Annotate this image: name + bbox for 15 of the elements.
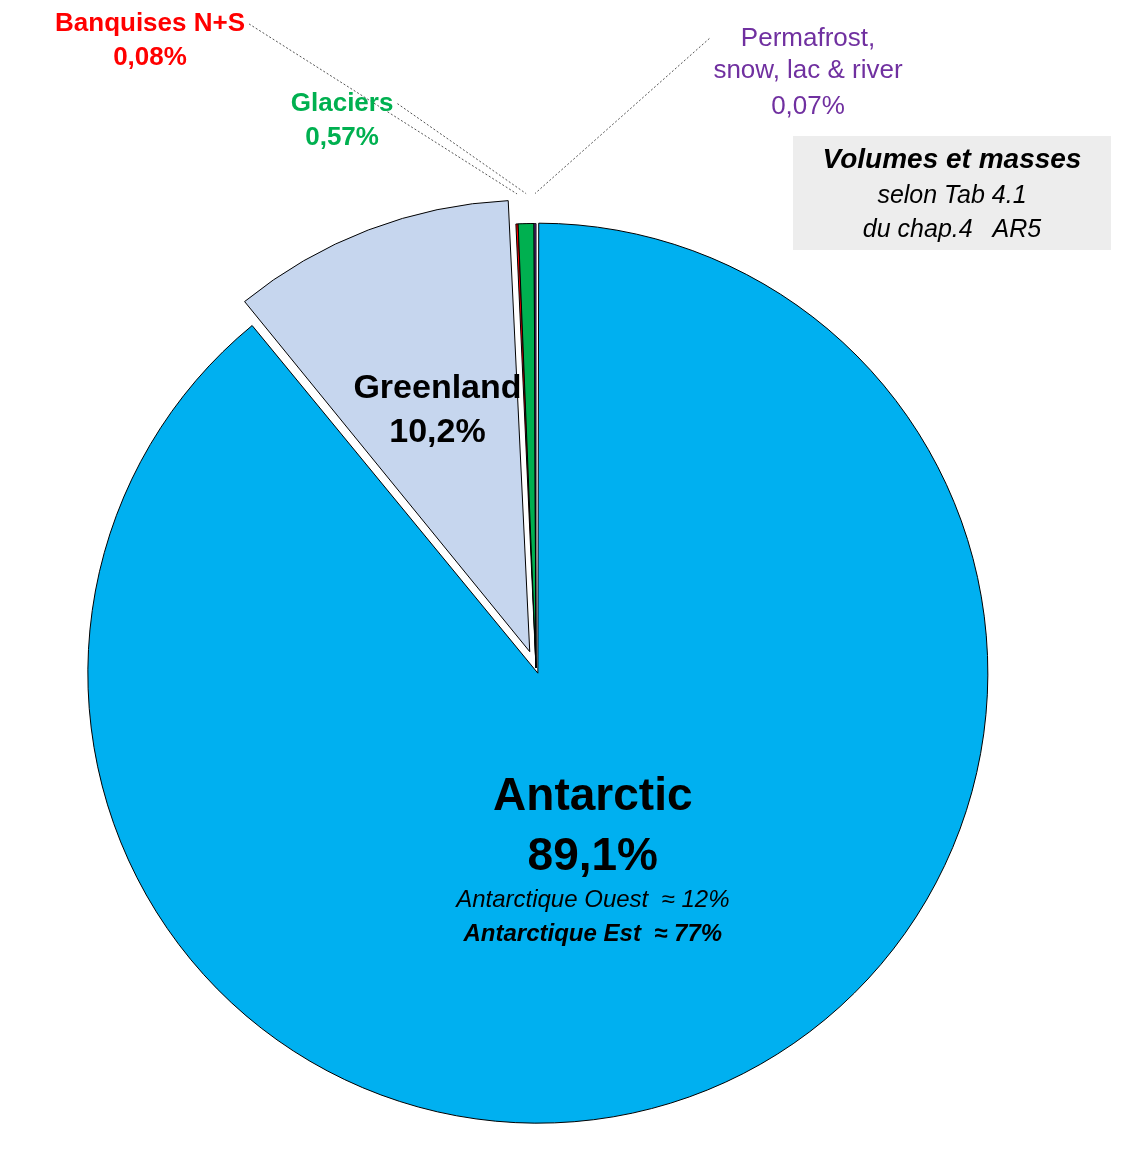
slice-label: Permafrost, snow, lac & river	[713, 21, 903, 84]
text: Volumes et masses	[822, 142, 1082, 174]
data-label: 10,2%	[389, 411, 486, 450]
data-label: 89,1%	[527, 827, 659, 880]
slice-label: Antarctic	[493, 767, 693, 820]
slice-label: Greenland	[353, 366, 522, 405]
slice-label: Glaciers	[290, 86, 394, 117]
data-label: 0,57%	[305, 120, 379, 151]
text: selon Tab 4.1	[877, 179, 1027, 208]
text: Antarctique Est ≈ 77%	[462, 919, 723, 947]
data-label: 0,07%	[771, 89, 845, 120]
data-label: 0,08%	[113, 41, 187, 72]
text: du chap.4 AR5	[862, 213, 1042, 242]
text: Antarctique Ouest ≈ 12%	[454, 885, 730, 913]
slice-label: Banquises N+S	[55, 7, 246, 38]
